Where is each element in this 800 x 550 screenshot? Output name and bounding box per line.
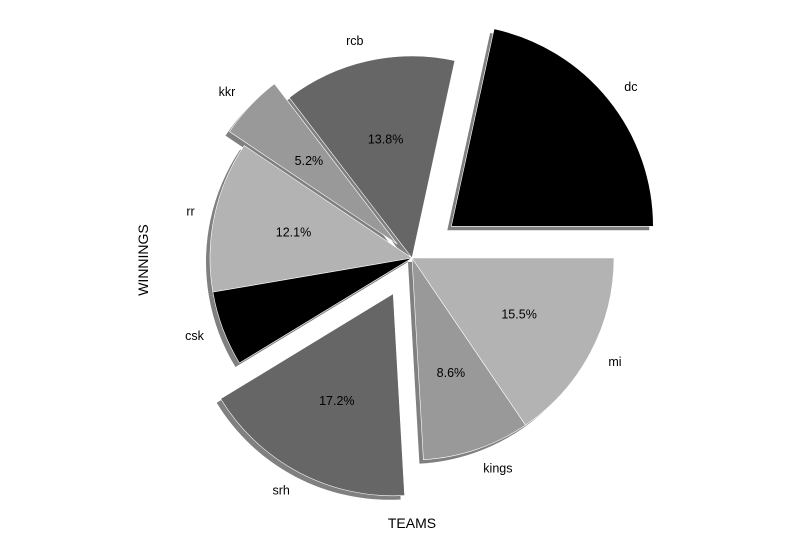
y-axis-label: WINNINGS	[135, 224, 151, 296]
pct-label-srh: 17.2%	[319, 394, 354, 408]
label-layer: dc rcb 13.8% kkr 5.2% rr 12.1% csk srh 17.2% kings…	[185, 34, 637, 497]
slice-label-kings: kings	[483, 461, 512, 475]
pie-slice-kings	[411, 256, 526, 460]
pie-slice-csk	[212, 257, 413, 364]
slice-label-srh: srh	[273, 484, 290, 498]
pie-slice-mi	[411, 257, 615, 426]
pie-slice-rcb	[288, 55, 456, 259]
slice-label-mi: mi	[608, 355, 621, 369]
pct-label-mi: 15.5%	[501, 308, 536, 322]
slice-label-rr: rr	[186, 205, 194, 219]
pct-label-rcb: 13.8%	[368, 133, 403, 147]
pie-slice-srh	[220, 293, 405, 497]
slice-label-kkr: kkr	[219, 85, 236, 99]
slice-label-rcb: rcb	[346, 34, 363, 48]
slice-label-dc: dc	[624, 80, 637, 94]
pie-slice-dc	[450, 28, 654, 227]
x-axis-label: TEAMS	[388, 515, 436, 531]
pct-label-kkr: 5.2%	[295, 154, 324, 168]
pie-slice-rr	[209, 145, 413, 293]
pct-label-kings: 8.6%	[437, 366, 466, 380]
pie-slice-kkr	[229, 83, 398, 245]
slice-label-csk: csk	[185, 329, 205, 343]
pct-label-rr: 12.1%	[276, 226, 311, 240]
slice-layer	[209, 28, 654, 497]
